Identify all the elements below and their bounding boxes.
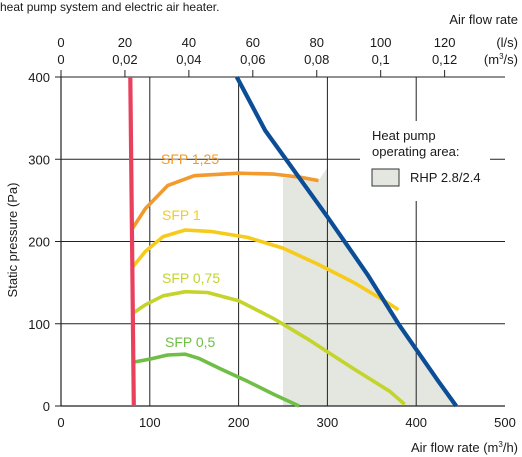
x-tick-label: 100	[139, 415, 161, 430]
label-sfp-075: SFP 0,75	[162, 270, 220, 286]
x-tick-label: 500	[494, 415, 516, 430]
x-axis-label: Air flow rate (m3/h)	[411, 440, 518, 455]
y-tick-label: 200	[28, 235, 50, 250]
x-tick-label: 300	[317, 415, 339, 430]
y-tick-label: 400	[28, 70, 50, 85]
series-line-3	[131, 352, 300, 408]
top-tick-label-ls: 120	[434, 35, 456, 50]
y-axis-label: Static pressure (Pa)	[5, 183, 20, 298]
label-sfp-1: SFP 1	[162, 207, 201, 223]
series-line-4	[128, 76, 136, 407]
legend-background	[360, 121, 490, 201]
top-tick-label-ls: 100	[370, 35, 392, 50]
x-tick-label: 0	[57, 415, 64, 430]
y-tick-label: 0	[43, 399, 50, 414]
top-tick-label-ls: 80	[310, 35, 324, 50]
top-tick-label-ls: 0	[57, 35, 64, 50]
top-tick-label-ls: 20	[118, 35, 132, 50]
legend-title-line1: Heat pump	[372, 128, 436, 143]
top-tick-label-ls: 60	[246, 35, 260, 50]
top-tick-label-m3s: 0,1	[372, 52, 390, 67]
chart-caption: heat pump system and electric air heater…	[0, 0, 219, 14]
series-line-5	[234, 76, 458, 408]
operating-area-legend: Heat pump operating area: RHP 2.8/2.4	[360, 121, 490, 201]
legend-title-line2: operating area:	[372, 144, 459, 159]
top-axis-title: Air flow rate	[449, 12, 518, 27]
top-tick-label-m3s: 0,06	[240, 52, 265, 67]
top-tick-label-m3s: 0,08	[304, 52, 329, 67]
x-tick-label: 200	[228, 415, 250, 430]
top-tick-label-m3s: 0,04	[176, 52, 201, 67]
legend-swatch	[371, 168, 400, 187]
x-tick-label: 400	[405, 415, 427, 430]
top-axis-units-m3s: (m3/s)	[484, 52, 518, 67]
y-tick-label: 300	[28, 152, 50, 167]
top-axis-units-ls: (l/s)	[496, 35, 518, 50]
series-line-1	[130, 228, 400, 312]
legend-entry-label: RHP 2.8/2.4	[410, 170, 481, 185]
top-tick-label-m3s: 0,02	[112, 52, 137, 67]
label-sfp-125: SFP 1,25	[161, 151, 219, 167]
top-tick-label-m3s: 0	[57, 52, 64, 67]
label-sfp-05: SFP 0,5	[165, 334, 216, 350]
y-tick-label: 100	[28, 317, 50, 332]
top-tick-label-ls: 40	[182, 35, 196, 50]
series-line-2	[130, 289, 406, 406]
top-tick-label-m3s: 0,12	[432, 52, 457, 67]
